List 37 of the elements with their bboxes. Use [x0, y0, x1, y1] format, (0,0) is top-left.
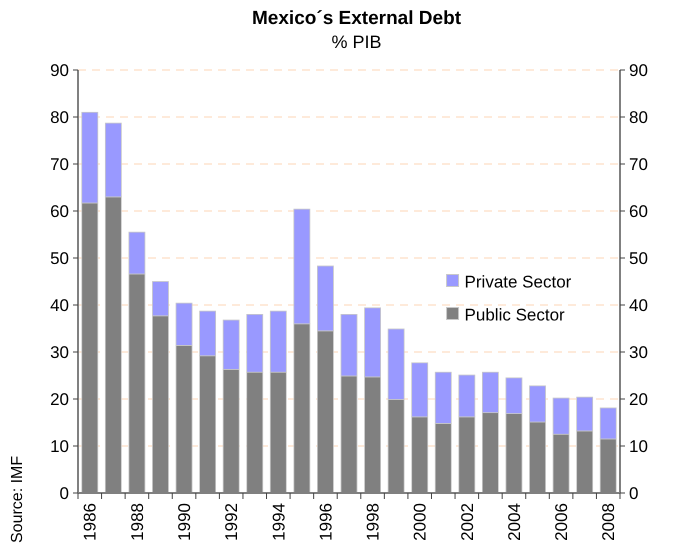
y-tick-label: 40	[50, 296, 69, 315]
x-tick-label: 1986	[80, 503, 100, 541]
y2-tick-label: 40	[629, 296, 648, 315]
x-tick-label: 1996	[316, 503, 336, 541]
source-note: Source: IMF	[9, 456, 26, 543]
legend-label: Public Sector	[464, 305, 566, 324]
y2-tick-label: 0	[629, 484, 638, 503]
y2-tick-label: 90	[629, 60, 648, 80]
x-tick-label: 2008	[599, 503, 618, 541]
y2-tick-label: 80	[629, 108, 648, 127]
chart-title: Mexico´s External Debt	[252, 8, 462, 29]
y-tick-label: 80	[50, 108, 69, 127]
x-tick-label: 2002	[458, 503, 477, 541]
x-tick-label: 1988	[128, 503, 147, 541]
y-tick-label: 60	[50, 202, 69, 221]
y-tick-label: 70	[50, 154, 69, 174]
y-tick-label: 10	[50, 436, 69, 456]
y-tick-label: 50	[50, 248, 69, 268]
legend-label: Private Sector	[464, 272, 572, 292]
x-tick-label: 2000	[410, 503, 430, 541]
y2-tick-label: 50	[629, 248, 648, 268]
y-tick-label: 0	[60, 484, 69, 503]
x-tick-label: 1998	[364, 503, 383, 541]
y-tick-label: 20	[50, 390, 69, 409]
chart-subtitle: % PIB	[331, 32, 382, 52]
y2-tick-label: 60	[629, 202, 648, 221]
y-tick-label: 30	[50, 342, 69, 362]
y2-tick-label: 10	[629, 436, 648, 456]
x-tick-label: 1990	[174, 503, 194, 541]
x-tick-label: 2004	[504, 503, 524, 541]
y2-tick-label: 30	[629, 342, 648, 362]
y2-tick-label: 70	[629, 154, 648, 174]
x-tick-label: 1992	[222, 503, 242, 541]
y2-tick-label: 20	[629, 390, 648, 409]
y-tick-label: 90	[50, 60, 69, 80]
x-tick-label: 2006	[552, 503, 572, 541]
x-tick-label: 1994	[269, 503, 288, 541]
